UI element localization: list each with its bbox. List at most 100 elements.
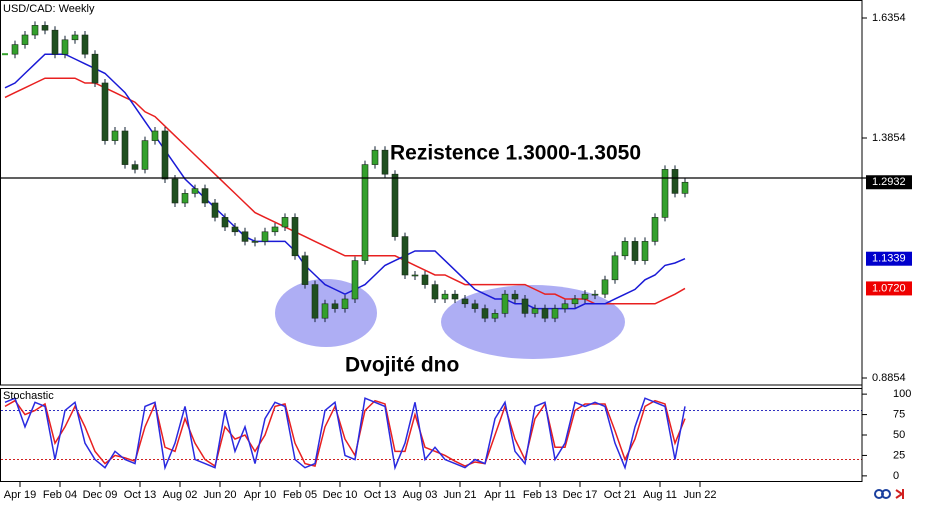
candle	[501, 293, 509, 314]
y-tick-label: 75	[893, 408, 905, 420]
candle	[31, 25, 39, 36]
price-marker	[866, 175, 912, 190]
candle	[271, 226, 279, 233]
candle	[241, 231, 249, 242]
candle	[461, 298, 469, 305]
candle	[161, 130, 169, 180]
candle	[301, 255, 309, 285]
y-tick-label: 1.6354	[872, 12, 906, 24]
candle	[211, 202, 219, 218]
price-marker	[866, 251, 912, 266]
candle	[601, 279, 609, 295]
stochastic-signal	[4, 399, 686, 468]
candle	[511, 293, 519, 300]
candle	[51, 29, 59, 55]
candle	[531, 308, 539, 314]
candle	[391, 173, 399, 237]
x-tick-label: Aug 02	[163, 489, 198, 501]
x-tick-label: Oct 13	[364, 489, 396, 501]
y-tick-label: 100	[893, 388, 911, 400]
link-icon-2[interactable]	[881, 489, 891, 499]
price-marker-label: 1.0720	[872, 282, 906, 294]
x-tick-label: Feb 05	[283, 489, 317, 501]
candle	[61, 39, 69, 55]
candle	[351, 260, 359, 300]
candle	[681, 181, 689, 194]
x-tick-label: Feb 13	[523, 489, 557, 501]
x-tick-label: Oct 13	[124, 489, 156, 501]
candle	[331, 303, 339, 309]
x-tick-label: Jun 22	[683, 489, 716, 501]
candle	[581, 293, 589, 300]
candle	[631, 241, 639, 261]
candle	[491, 313, 499, 319]
candle	[141, 140, 149, 170]
candle	[21, 34, 29, 45]
candle	[181, 193, 189, 204]
candle	[151, 130, 159, 141]
moving-average-fast	[4, 53, 686, 310]
candle	[41, 25, 49, 31]
resistance-annotation: Rezistence 1.3000-1.3050	[390, 142, 641, 165]
candle	[11, 44, 19, 55]
x-tick-label: Aug 03	[403, 489, 438, 501]
candle	[551, 308, 559, 319]
candle	[281, 217, 289, 228]
candle	[71, 34, 79, 41]
candle	[651, 217, 659, 242]
candle	[231, 226, 239, 233]
candle	[91, 53, 99, 84]
y-tick-label: 25	[893, 449, 905, 461]
stochastic-title: Stochastic	[3, 390, 54, 402]
x-tick-label: Feb 04	[43, 489, 77, 501]
x-tick-label: Jun 20	[203, 489, 236, 501]
x-tick-label: Apr 11	[484, 489, 516, 501]
x-tick-label: Oct 21	[604, 489, 636, 501]
candle	[521, 298, 529, 314]
candle	[81, 34, 89, 55]
candle	[401, 236, 409, 276]
candle	[261, 231, 269, 242]
candle	[591, 293, 599, 296]
candle	[671, 169, 679, 194]
candle	[641, 241, 649, 261]
candle	[171, 178, 179, 204]
candle	[411, 274, 419, 277]
candle	[101, 82, 109, 141]
candle	[431, 284, 439, 300]
candle	[311, 284, 319, 319]
x-tick-label: Dec 10	[323, 489, 358, 501]
candle	[201, 188, 209, 204]
price-marker	[866, 281, 912, 296]
x-tick-label: Dec 09	[83, 489, 118, 501]
candle	[361, 164, 369, 261]
candle	[371, 149, 379, 165]
stochastic-main	[4, 397, 686, 471]
candle	[571, 298, 579, 305]
candle	[471, 303, 479, 309]
candle	[451, 293, 459, 300]
candle	[251, 241, 259, 243]
candle	[611, 255, 619, 281]
candle	[191, 188, 199, 194]
price-marker-label: 1.1339	[872, 253, 906, 265]
candle	[421, 274, 429, 285]
candle	[441, 293, 449, 300]
x-tick-label: Apr 10	[244, 489, 276, 501]
y-tick-label: 0	[893, 470, 899, 482]
x-tick-label: Apr 19	[4, 489, 36, 501]
candle	[321, 303, 329, 319]
y-tick-label: 0.8854	[872, 372, 906, 384]
candle	[661, 169, 669, 218]
x-tick-label: Aug 11	[643, 489, 677, 501]
y-tick-label: 1.3854	[872, 132, 906, 144]
candle	[221, 217, 229, 228]
scroll-end-icon[interactable]	[895, 489, 904, 499]
consolidation-highlight	[441, 285, 625, 359]
x-tick-label: Jun 21	[443, 489, 476, 501]
y-tick-label: 50	[893, 429, 905, 441]
toolbar-icons	[874, 489, 904, 499]
candle	[481, 308, 489, 319]
